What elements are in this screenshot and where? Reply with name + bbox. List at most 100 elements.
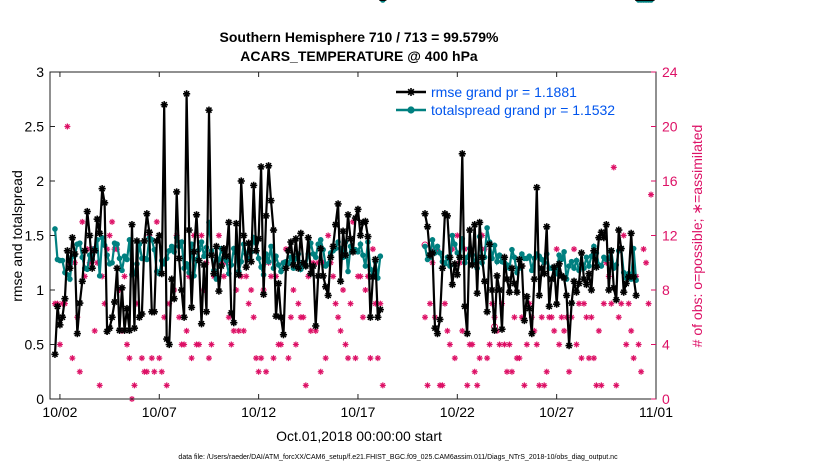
obs-assimilated-point	[379, 382, 386, 389]
rmse-point	[257, 163, 265, 171]
rmse-point	[438, 264, 447, 272]
rmse-point	[356, 231, 365, 240]
x-tick-label: 10/27	[539, 404, 574, 420]
rmse-point	[304, 234, 312, 242]
obs-assimilated-point	[538, 314, 545, 321]
rmse-point	[187, 303, 196, 312]
y-tick-label-right: 4	[662, 337, 670, 353]
rmse-point	[535, 291, 543, 300]
obs-assimilated-point	[471, 368, 478, 375]
rmse-point	[98, 185, 106, 193]
totalspread-point	[454, 250, 461, 256]
totalspread-point	[312, 254, 319, 261]
rmse-point	[518, 262, 526, 270]
totalspread-point	[437, 250, 443, 256]
obs-assimilated-point	[566, 368, 573, 375]
rmse-point	[158, 270, 166, 278]
chart-subtitle: ACARS_TEMPERATURE @ 400 hPa	[240, 48, 478, 64]
rmse-point	[336, 277, 345, 285]
rmse-point	[106, 324, 114, 332]
obs-assimilated-point	[615, 314, 622, 321]
rmse-point	[68, 234, 76, 242]
obs-assimilated-point	[610, 164, 617, 171]
rmse-point	[264, 162, 273, 170]
obs-assimilated-point	[533, 341, 540, 348]
obs-assimilated-point	[317, 368, 324, 375]
rmse-point	[436, 315, 444, 324]
obs-assimilated-point	[287, 314, 294, 321]
totalspread-point	[526, 253, 533, 260]
obs-assimilated-point	[277, 341, 284, 348]
rmse-point	[612, 296, 620, 304]
rmse-point	[317, 244, 325, 253]
data-file-footnote: data file: /Users/raeder/DAI/ATM_forcXX/…	[178, 454, 618, 461]
rmse-point	[632, 291, 640, 300]
rmse-point	[195, 256, 203, 265]
obs-assimilated-point	[422, 314, 429, 321]
rmse-point	[83, 207, 91, 216]
rmse-point	[615, 226, 623, 234]
obs-assimilated-point	[109, 218, 116, 225]
totalspread-point	[355, 249, 361, 255]
totalspread-point	[583, 254, 590, 261]
rmse-point	[215, 287, 223, 295]
rmse-point	[488, 286, 496, 294]
totalspread-point	[452, 241, 458, 248]
obs-assimilated-point	[347, 300, 354, 307]
totalspread-point	[52, 226, 58, 232]
obs-assimilated-point	[188, 355, 195, 362]
rmse-point	[192, 211, 201, 219]
rmse-point	[553, 300, 561, 308]
rmse-point	[456, 253, 464, 261]
totalspread-point	[345, 268, 351, 275]
rmse-point	[597, 228, 605, 236]
rmse-point	[205, 106, 213, 114]
rmse-point	[250, 181, 258, 189]
totalspread-point	[67, 276, 73, 282]
obs-assimilated-point	[342, 341, 349, 348]
obs-assimilated-point	[573, 341, 580, 348]
totalspread-point	[315, 241, 322, 248]
totalspread-point	[223, 257, 230, 264]
obs-assimilated-point	[121, 273, 128, 280]
rmse-point	[374, 313, 382, 321]
rmse-point	[292, 235, 300, 243]
totalspread-point	[268, 243, 274, 250]
rmse-point	[78, 277, 86, 285]
rmse-point	[510, 279, 519, 288]
totalspread-point	[566, 263, 572, 269]
obs-assimilated-point	[628, 327, 635, 334]
totalspread-point	[59, 257, 66, 264]
obs-assimilated-point	[163, 382, 170, 389]
rmse-point	[113, 264, 121, 272]
obs-assimilated-point	[464, 382, 471, 389]
rmse-point	[220, 244, 228, 253]
rmse-point	[483, 308, 491, 316]
rmse-point	[590, 247, 598, 255]
totalspread-point	[568, 258, 575, 265]
rmse-point	[255, 235, 263, 243]
x-tick-label: 10/07	[142, 404, 177, 420]
rmse-point	[130, 324, 139, 332]
rmse-point	[453, 271, 461, 279]
x-tick-label: 11/01	[639, 404, 673, 420]
totalspread-point	[598, 263, 605, 269]
rmse-point	[466, 226, 474, 234]
totalspread-point	[586, 263, 592, 269]
rmse-point	[334, 200, 342, 208]
obs-assimilated-point	[595, 327, 602, 334]
rmse-point	[458, 150, 466, 158]
obs-assimilated-point	[183, 327, 190, 334]
rmse-point	[212, 242, 221, 250]
rmse-point	[550, 263, 558, 271]
obs-assimilated-point	[638, 368, 645, 375]
rmse-point	[145, 228, 153, 236]
obs-assimilated-point	[258, 355, 265, 362]
obs-assimilated-point	[459, 327, 466, 334]
rmse-point	[53, 302, 62, 310]
rmse-point	[572, 288, 581, 296]
rmse-point	[245, 239, 253, 247]
rmse-point	[538, 264, 546, 272]
obs-assimilated-point	[359, 314, 366, 321]
